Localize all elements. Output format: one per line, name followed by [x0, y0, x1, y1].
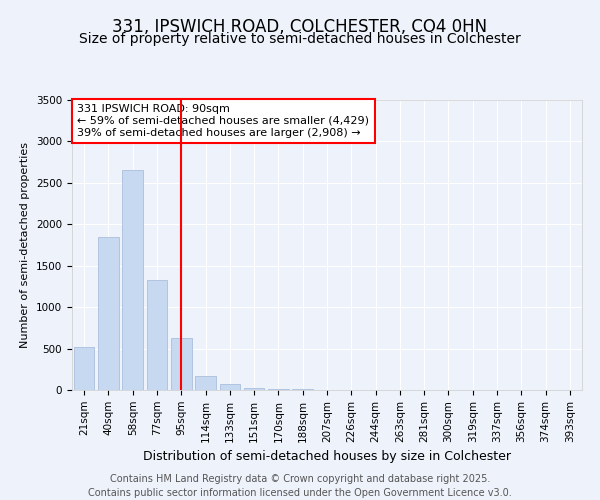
Text: Contains HM Land Registry data © Crown copyright and database right 2025.
Contai: Contains HM Land Registry data © Crown c…: [88, 474, 512, 498]
Y-axis label: Number of semi-detached properties: Number of semi-detached properties: [20, 142, 31, 348]
Bar: [195, 376, 216, 390]
Text: Size of property relative to semi-detached houses in Colchester: Size of property relative to semi-detach…: [79, 32, 521, 46]
Text: 331 IPSWICH ROAD: 90sqm
← 59% of semi-detached houses are smaller (4,429)
39% of: 331 IPSWICH ROAD: 90sqm ← 59% of semi-de…: [77, 104, 369, 138]
Bar: [122, 170, 143, 390]
X-axis label: Distribution of semi-detached houses by size in Colchester: Distribution of semi-detached houses by …: [143, 450, 511, 463]
Bar: [146, 280, 167, 390]
Bar: [268, 389, 289, 390]
Text: 331, IPSWICH ROAD, COLCHESTER, CO4 0HN: 331, IPSWICH ROAD, COLCHESTER, CO4 0HN: [112, 18, 488, 36]
Bar: [244, 388, 265, 390]
Bar: [220, 384, 240, 390]
Bar: [171, 338, 191, 390]
Bar: [98, 236, 119, 390]
Bar: [74, 347, 94, 390]
